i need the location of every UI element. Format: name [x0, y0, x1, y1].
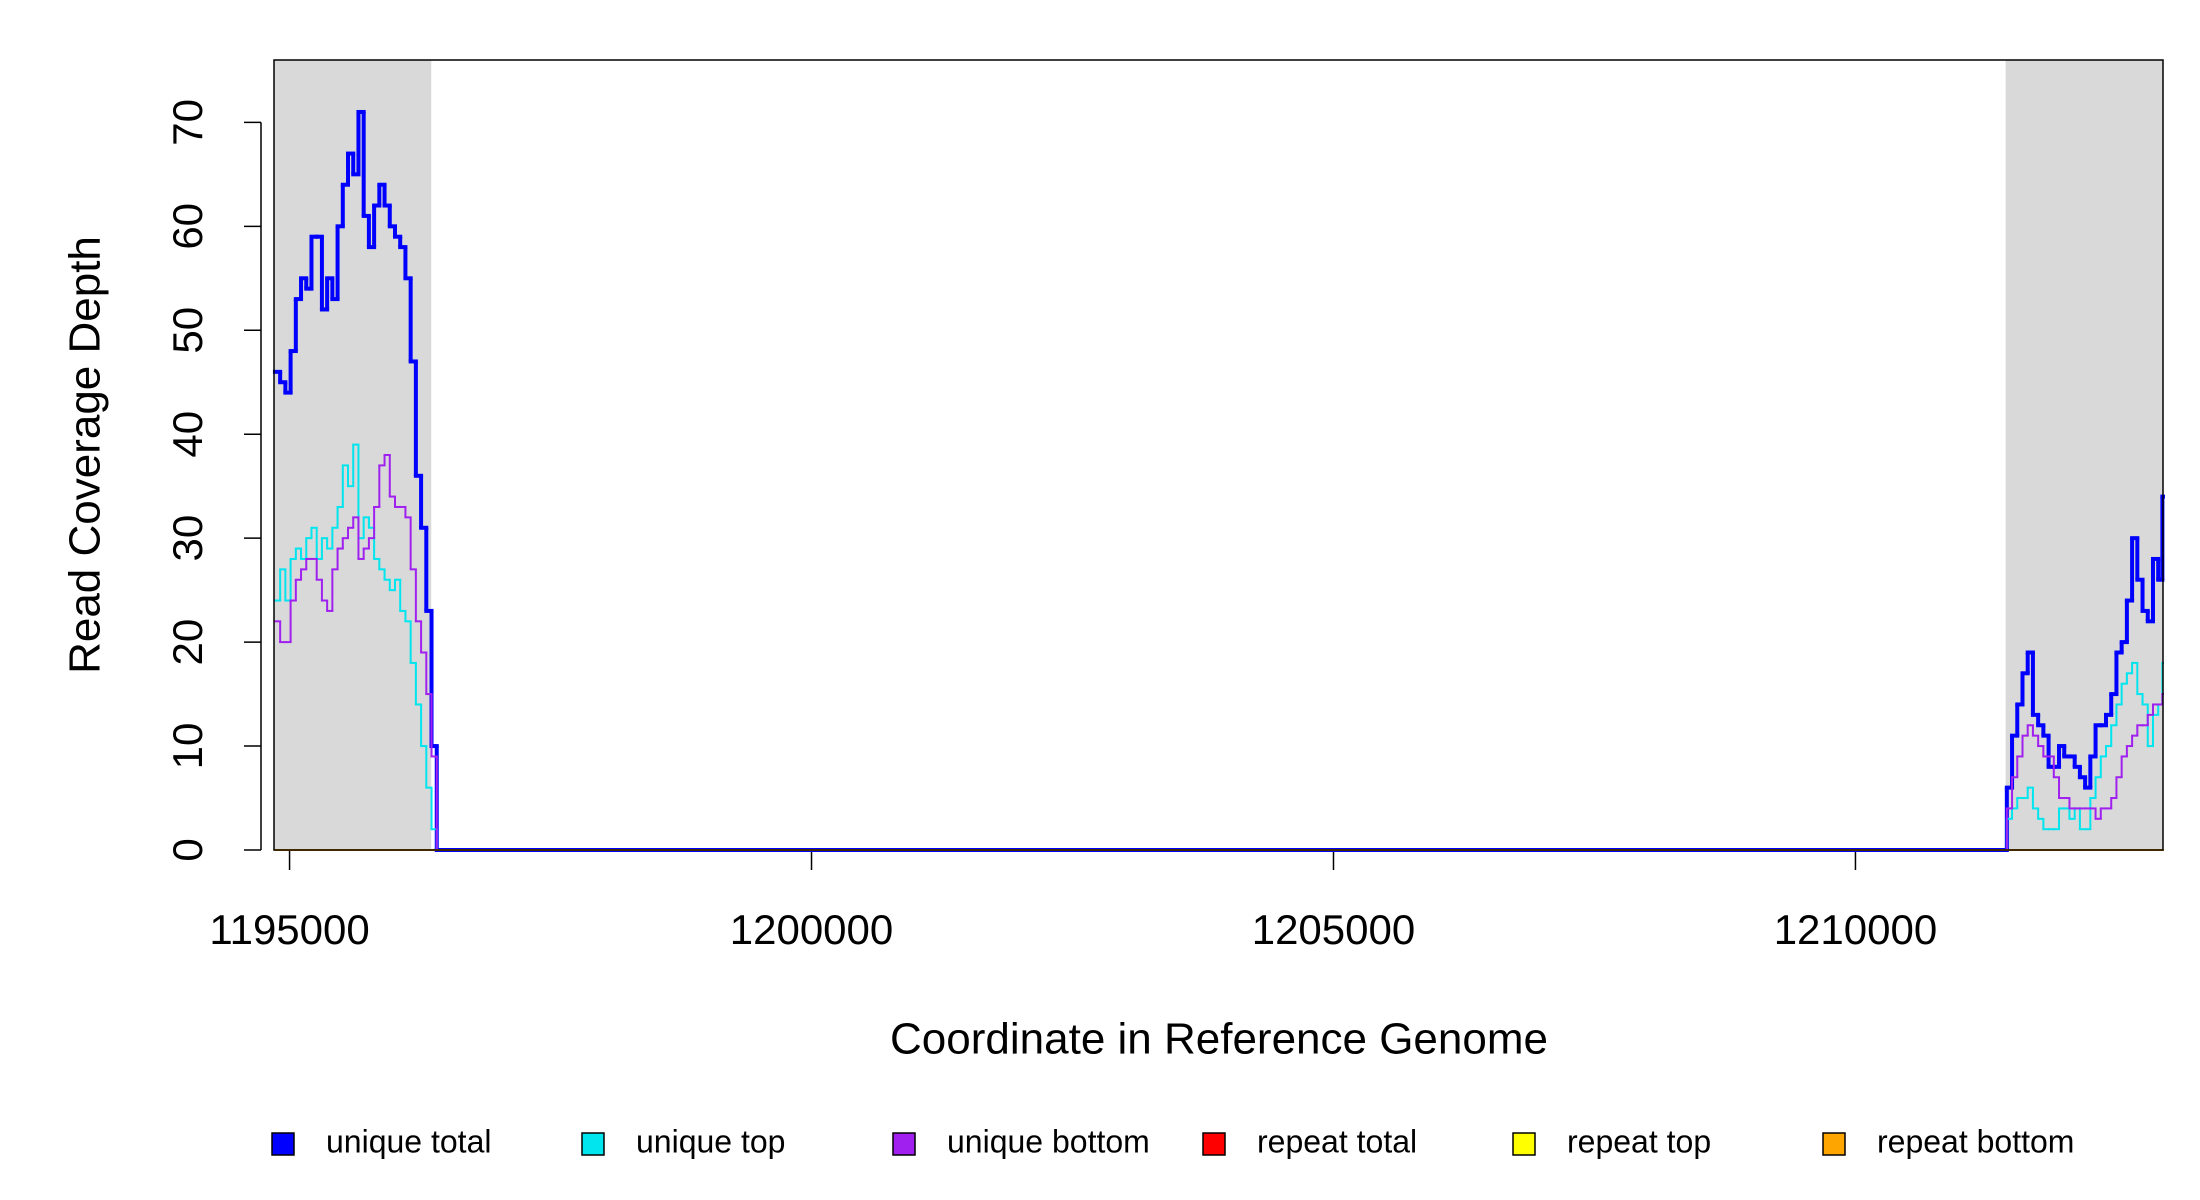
legend-swatch [581, 1132, 605, 1156]
series [272, 109, 2165, 852]
legend-label: repeat top [1567, 1123, 1711, 1159]
y-tick-label: 30 [164, 515, 211, 562]
legend-swatch [1512, 1132, 1536, 1156]
x-tick-label: 1200000 [730, 906, 894, 953]
legend-swatch [1822, 1132, 1846, 1156]
legend-label: repeat bottom [1877, 1123, 2074, 1159]
x-axis-title: Coordinate in Reference Genome [890, 1015, 1548, 1064]
x-tick-label: 1210000 [1774, 906, 1938, 953]
y-tick-label: 40 [164, 411, 211, 458]
legend-label: unique total [326, 1123, 491, 1159]
series [273, 443, 2164, 851]
legend-swatch [892, 1132, 916, 1156]
series [273, 454, 2164, 851]
y-tick-label: 10 [164, 723, 211, 770]
legend-swatch [271, 1132, 295, 1156]
y-tick-label: 60 [164, 203, 211, 250]
y-tick-label: 50 [164, 307, 211, 354]
plot-frame [273, 59, 2164, 851]
x-tick-label: 1205000 [1252, 906, 1416, 953]
y-tick-label: 0 [164, 838, 211, 861]
legend-label: unique bottom [947, 1123, 1150, 1159]
legend-label: unique top [636, 1123, 785, 1159]
x-tick-label: 1195000 [209, 906, 369, 953]
highlight-region [2005, 60, 2163, 850]
y-axis-title: Read Coverage Depth [61, 236, 110, 674]
legend-swatch [1202, 1132, 1226, 1156]
y-tick-label: 70 [164, 99, 211, 146]
legend-label: repeat total [1257, 1123, 1417, 1159]
y-tick-label: 20 [164, 619, 211, 666]
